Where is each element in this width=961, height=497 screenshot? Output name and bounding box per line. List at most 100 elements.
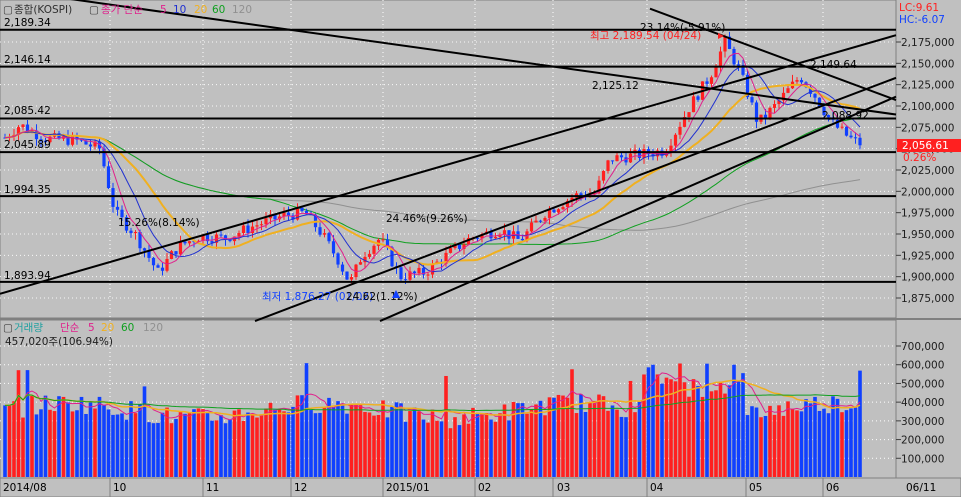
volume-bar (520, 403, 525, 477)
candle-body (75, 135, 79, 140)
volume-bar (475, 413, 480, 477)
volume-bar (849, 408, 853, 477)
ma-label: 종가 단순 (101, 4, 143, 16)
horizontal-levels[interactable] (0, 28, 896, 283)
volume-bar (97, 396, 102, 477)
candle-body (66, 136, 70, 145)
volume-tick-label: 500,000 (901, 378, 944, 390)
candle-body (408, 271, 412, 280)
level-annotation-a: 2,125.12 (592, 80, 639, 92)
high-label: 최고 2,189.54 (04/24) (590, 30, 701, 42)
volume-tick-label: 700,000 (901, 341, 944, 353)
candle-body (246, 225, 250, 233)
candle-body (691, 96, 696, 113)
volume-tick-label: 400,000 (901, 397, 944, 409)
volume-checkbox[interactable]: ▢ (3, 322, 13, 334)
candle-body (304, 210, 309, 215)
volume-bar (705, 363, 709, 477)
volume-bar (781, 415, 786, 477)
candle-body (241, 225, 246, 234)
price-tick-label: 2,100,000 (901, 101, 954, 113)
candle-body (147, 250, 151, 258)
current-price: 2,056.61 (902, 140, 949, 152)
volume-bar (489, 419, 493, 477)
candle-body (448, 248, 453, 253)
price-panel[interactable] (0, 0, 897, 319)
volume-bar (633, 412, 637, 477)
level-label-2189: 2,189.34 (4, 17, 51, 29)
level-label-2045: 2,045.89 (4, 139, 51, 151)
price-checkbox[interactable]: ▢ (3, 4, 13, 16)
x-label-10: 06/11 (906, 482, 936, 494)
candle-body (417, 267, 421, 274)
volume-bar (385, 417, 390, 477)
candle-body (412, 271, 417, 274)
volume-bar (250, 413, 255, 477)
volume-bar (106, 409, 111, 477)
candle-body (840, 126, 844, 128)
volume-bar (718, 381, 723, 477)
vol-ma60-legend: 60 (121, 322, 134, 334)
ma-checkbox[interactable]: ▢ (89, 4, 99, 16)
volume-bar (255, 417, 259, 477)
ma20-path (4, 83, 861, 266)
price-tick-label: 2,175,000 (901, 37, 954, 49)
volume-bar (759, 417, 763, 477)
volume-bar (421, 419, 426, 477)
volume-bar (403, 421, 408, 477)
volume-bar (745, 415, 750, 477)
volume-bar (547, 397, 552, 477)
volume-bar (646, 367, 651, 477)
price-tick-label: 2,075,000 (901, 122, 954, 134)
volume-bar (754, 407, 759, 477)
volume-bar (628, 380, 633, 477)
candle-body (687, 112, 691, 118)
candle-body (732, 48, 736, 65)
volume-bar (372, 415, 376, 477)
vol-ma20-legend: 20 (101, 322, 114, 334)
volume-bar (502, 404, 507, 477)
volume-bar (516, 403, 520, 477)
x-label-3: 12 (294, 482, 307, 494)
volume-bar (853, 407, 858, 477)
trend-lines[interactable] (0, 0, 897, 322)
candle-body (538, 220, 543, 222)
volume-bar (183, 413, 187, 477)
candle-body (16, 127, 21, 135)
candle-body (273, 214, 277, 220)
candle-body (678, 126, 682, 135)
volume-bar (84, 413, 88, 477)
level-label-2085: 2,085.42 (4, 105, 51, 117)
volume-bar (39, 409, 43, 477)
candle-body (385, 239, 390, 248)
ma5-path (4, 52, 861, 275)
candle-body (354, 264, 358, 278)
volume-bar (673, 381, 678, 477)
candle-body (277, 216, 282, 220)
candle-body (322, 233, 327, 235)
candle-body (520, 238, 525, 241)
volume-bar (435, 420, 439, 477)
volume-bar (808, 403, 813, 477)
volume-bar (606, 410, 610, 477)
volume-bar (309, 410, 313, 477)
volume-bar (124, 419, 129, 477)
volume-bar (696, 385, 700, 477)
trend-line (254, 76, 897, 322)
current-change: 0.26% (903, 152, 936, 164)
candle-body (205, 234, 210, 242)
candle-body (174, 251, 178, 255)
candle-body (696, 96, 700, 100)
high-pct-label: 23.14%(-5.91%) (640, 22, 725, 34)
volume-bar (12, 401, 16, 477)
price-tick-label: 2,125,000 (901, 80, 954, 92)
vol-ma5-path (4, 372, 861, 423)
candle-body (421, 267, 426, 275)
volume-bar (300, 395, 304, 477)
volume-bar (277, 408, 282, 477)
vol-ma120-legend: 120 (143, 322, 163, 334)
volume-bar (817, 410, 822, 477)
volume-bar (831, 396, 835, 477)
candle-body (552, 209, 556, 213)
